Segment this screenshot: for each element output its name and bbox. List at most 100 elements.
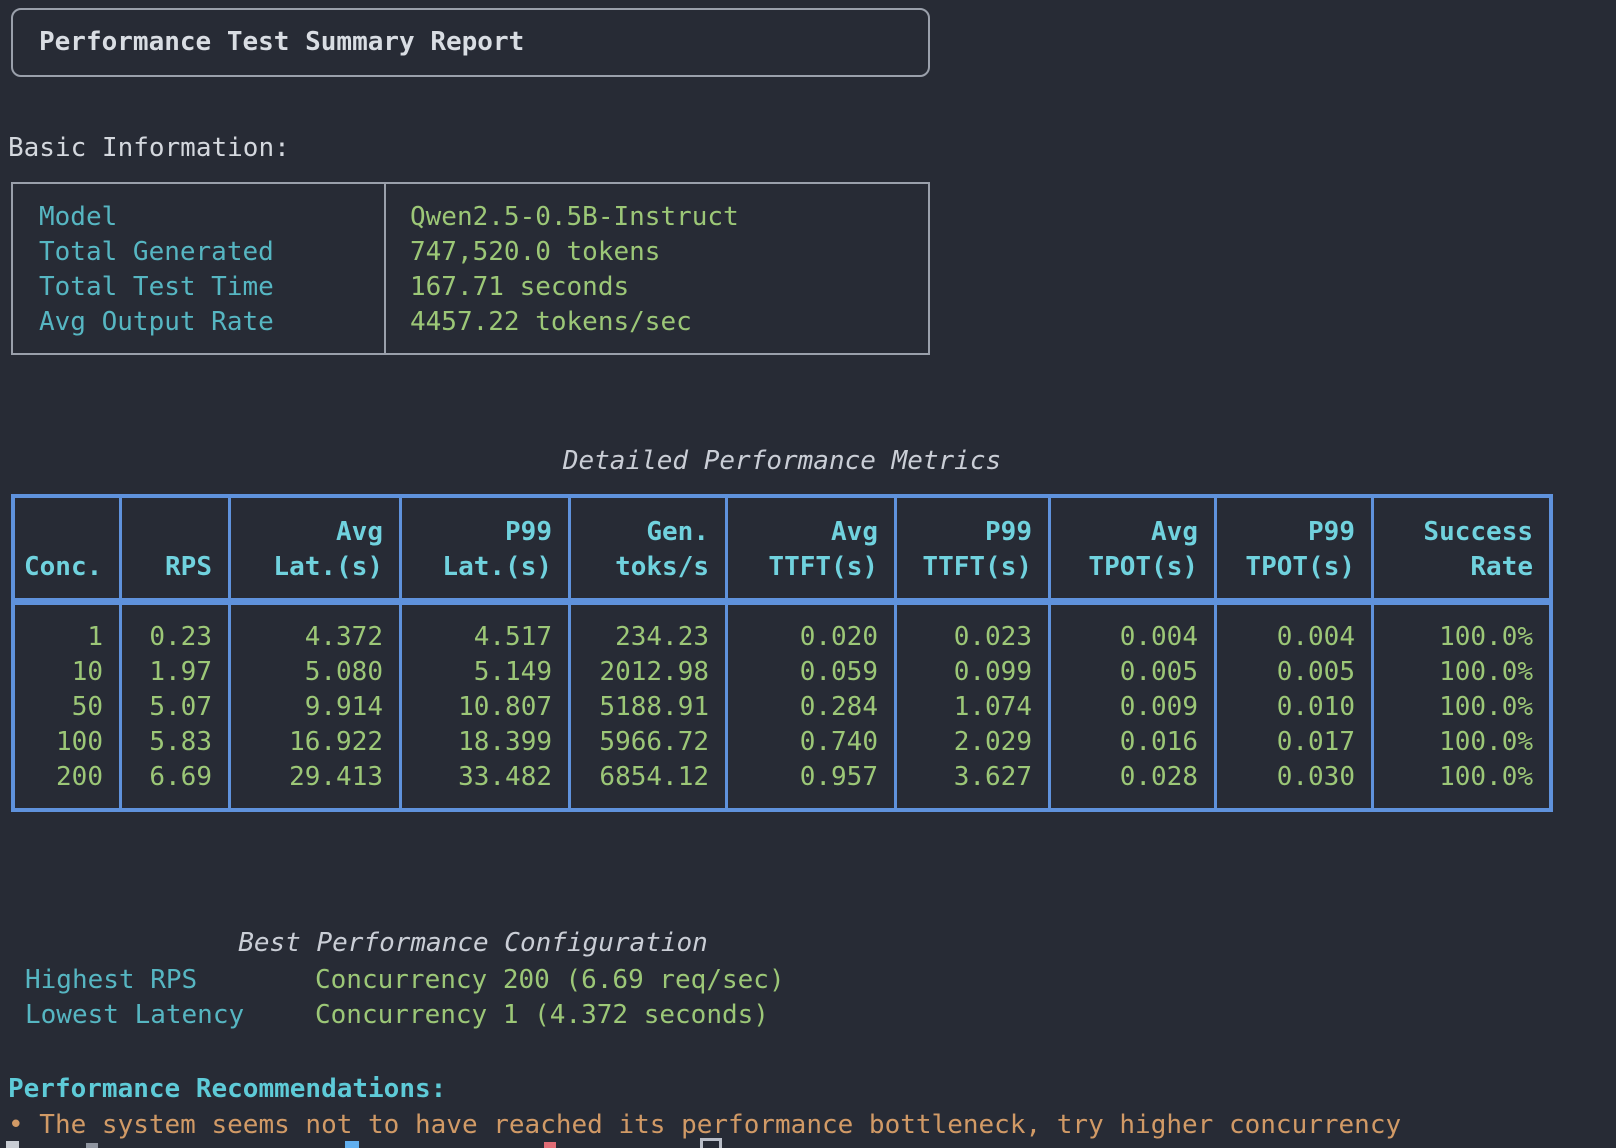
metric-value: 100 (15, 725, 119, 760)
column-header-concurrency: Conc. (15, 498, 122, 598)
column-avg-ttft: 0.020 0.059 0.284 0.740 0.957 (728, 605, 897, 808)
metric-value: 3.627 (897, 760, 1048, 795)
metric-value: 100.0% (1374, 620, 1549, 655)
column-p99-ttft: 0.023 0.099 1.074 2.029 3.627 (897, 605, 1051, 808)
info-value: 4457.22 tokens/sec (410, 305, 928, 340)
metric-value: 10.807 (402, 690, 568, 725)
metric-value: 6854.12 (571, 760, 725, 795)
info-value: Qwen2.5-0.5B-Instruct (410, 200, 928, 235)
column-avg-latency: 4.372 5.080 9.914 16.922 29.413 (231, 605, 402, 808)
metrics-table-title: Detailed Performance Metrics (11, 444, 1553, 479)
terminal-performance-report: { "report": { "title": "Performance Test… (0, 0, 1616, 1148)
metric-value: 200 (15, 760, 119, 795)
column-header-p99-tpot: P99 TPOT(s) (1217, 498, 1374, 598)
report-title: Performance Test Summary Report (39, 25, 524, 60)
metric-value: 4.517 (402, 620, 568, 655)
metric-value: 18.399 (402, 725, 568, 760)
best-config-title: Best Performance Configuration (8, 926, 938, 961)
metric-value: 6.69 (122, 760, 228, 795)
metric-value: 2.029 (897, 725, 1048, 760)
column-header-avg-tpot: Avg TPOT(s) (1051, 498, 1217, 598)
best-config-label: Lowest Latency (8, 998, 315, 1033)
metric-value: 100.0% (1374, 690, 1549, 725)
metric-value: 5.080 (231, 655, 399, 690)
column-concurrency: 1 10 50 100 200 (15, 605, 122, 808)
metric-value: 5.07 (122, 690, 228, 725)
column-header-success-rate: Success Rate (1374, 498, 1549, 598)
metric-value: 16.922 (231, 725, 399, 760)
info-label: Total Test Time (39, 270, 384, 305)
metric-value: 4.372 (231, 620, 399, 655)
metric-value: 5188.91 (571, 690, 725, 725)
metric-value: 100.0% (1374, 655, 1549, 690)
best-config-row: Lowest Latency Concurrency 1 (4.372 seco… (8, 998, 785, 1033)
info-label: Avg Output Rate (39, 305, 384, 340)
metric-value: 10 (15, 655, 119, 690)
metric-value: 0.005 (1217, 655, 1371, 690)
header-body-separator (15, 598, 1549, 605)
clipped-text-fragment (345, 1141, 359, 1148)
column-success-rate: 100.0% 100.0% 100.0% 100.0% 100.0% (1374, 605, 1549, 808)
metric-value: 0.004 (1051, 620, 1214, 655)
metric-value: 0.020 (728, 620, 894, 655)
report-title-panel: Performance Test Summary Report (11, 8, 930, 77)
metric-value: 0.23 (122, 620, 228, 655)
column-header-gen-toks: Gen. toks/s (571, 498, 728, 598)
metric-value: 234.23 (571, 620, 725, 655)
info-label: Model (39, 200, 384, 235)
basic-info-label-column: Model Total Generated Total Test Time Av… (13, 184, 386, 353)
best-config-label: Highest RPS (8, 963, 315, 998)
basic-info-panel: Model Total Generated Total Test Time Av… (11, 182, 930, 355)
info-label: Total Generated (39, 235, 384, 270)
metric-value: 0.030 (1217, 760, 1371, 795)
metrics-table-header-row: Conc. RPS Avg Lat.(s) P99 Lat.(s) Gen. t… (15, 498, 1549, 598)
metric-value: 0.740 (728, 725, 894, 760)
column-avg-tpot: 0.004 0.005 0.009 0.016 0.028 (1051, 605, 1217, 808)
clipped-text-fragment (86, 1143, 98, 1148)
metric-value: 100.0% (1374, 760, 1549, 795)
metric-value: 0.059 (728, 655, 894, 690)
metric-value: 2012.98 (571, 655, 725, 690)
metric-value: 29.413 (231, 760, 399, 795)
info-value: 167.71 seconds (410, 270, 928, 305)
metric-value: 1.97 (122, 655, 228, 690)
metrics-table: Conc. RPS Avg Lat.(s) P99 Lat.(s) Gen. t… (11, 494, 1553, 812)
basic-info-value-column: Qwen2.5-0.5B-Instruct 747,520.0 tokens 1… (386, 184, 928, 353)
column-header-avg-ttft: Avg TTFT(s) (728, 498, 897, 598)
metric-value: 5966.72 (571, 725, 725, 760)
column-p99-latency: 4.517 5.149 10.807 18.399 33.482 (402, 605, 571, 808)
metric-value: 0.009 (1051, 690, 1214, 725)
metric-value: 33.482 (402, 760, 568, 795)
best-config-value: Concurrency 1 (4.372 seconds) (315, 998, 769, 1033)
metric-value: 0.957 (728, 760, 894, 795)
column-header-p99-latency: P99 Lat.(s) (402, 498, 571, 598)
metric-value: 0.284 (728, 690, 894, 725)
metric-value: 0.028 (1051, 760, 1214, 795)
column-rps: 0.23 1.97 5.07 5.83 6.69 (122, 605, 231, 808)
metric-value: 0.099 (897, 655, 1048, 690)
clipped-emoji-box-fragment (700, 1138, 722, 1148)
best-config-row: Highest RPS Concurrency 200 (6.69 req/se… (8, 963, 785, 998)
metric-value: 50 (15, 690, 119, 725)
metric-value: 5.149 (402, 655, 568, 690)
column-header-p99-ttft: P99 TTFT(s) (897, 498, 1051, 598)
metric-value: 0.004 (1217, 620, 1371, 655)
info-value: 747,520.0 tokens (410, 235, 928, 270)
clipped-text-fragment (6, 1141, 19, 1148)
metric-value: 100.0% (1374, 725, 1549, 760)
metric-value: 0.005 (1051, 655, 1214, 690)
metric-value: 0.017 (1217, 725, 1371, 760)
column-p99-tpot: 0.004 0.005 0.010 0.017 0.030 (1217, 605, 1374, 808)
best-config-rows: Highest RPS Concurrency 200 (6.69 req/se… (8, 963, 785, 1033)
metric-value: 5.83 (122, 725, 228, 760)
basic-info-heading: Basic Information: (8, 131, 290, 166)
best-config-value: Concurrency 200 (6.69 req/sec) (315, 963, 785, 998)
metric-value: 0.023 (897, 620, 1048, 655)
recommendations-heading: Performance Recommendations: (8, 1072, 446, 1107)
column-header-rps: RPS (122, 498, 231, 598)
metric-value: 1.074 (897, 690, 1048, 725)
metrics-table-body: 1 10 50 100 200 0.23 1.97 5.07 5.83 6.69… (15, 605, 1549, 808)
clipped-text-fragment (544, 1142, 556, 1148)
metric-value: 1 (15, 620, 119, 655)
metric-value: 0.016 (1051, 725, 1214, 760)
